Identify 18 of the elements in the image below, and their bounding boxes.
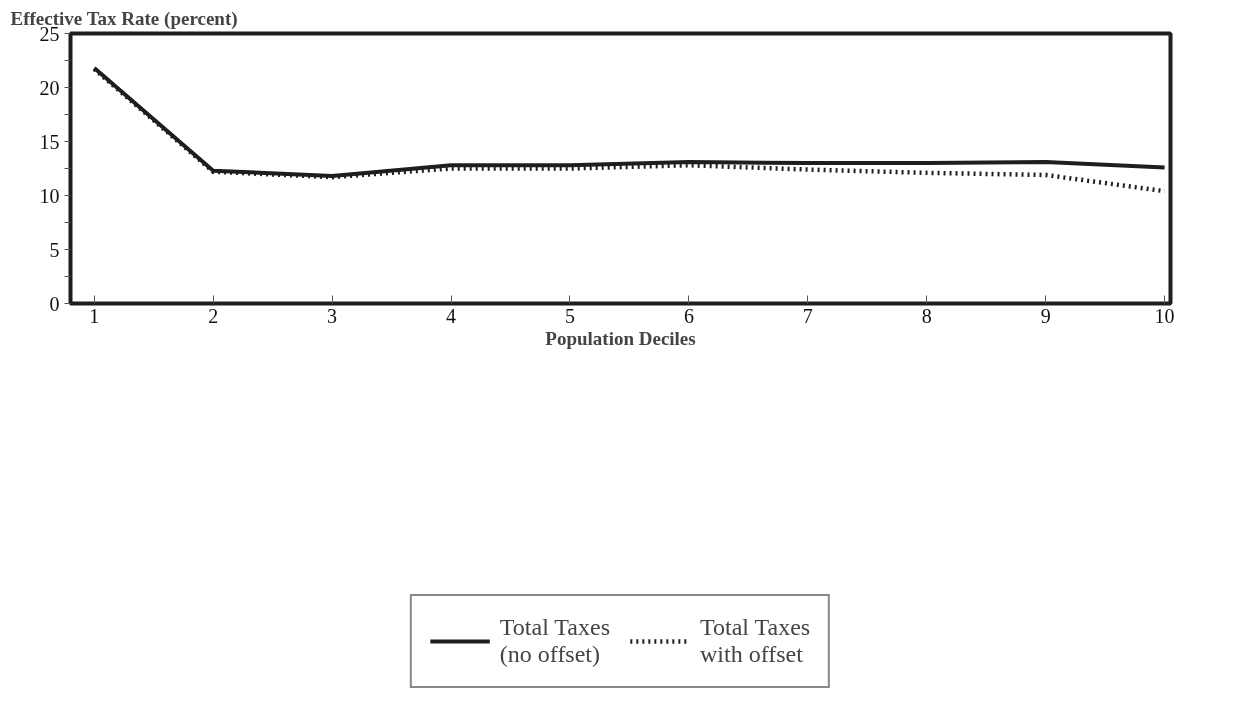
x-tick-label: 5 — [564, 304, 575, 327]
y-tick-label: 10 — [39, 184, 60, 207]
y-tick-label: 5 — [49, 238, 60, 261]
x-tick-label: 10 — [1154, 304, 1175, 327]
legend-label: Total Taxes with offset — [700, 614, 811, 668]
y-tick-label: 0 — [49, 292, 60, 315]
x-tick-label: 2 — [208, 304, 219, 327]
x-tick-label: 1 — [89, 304, 100, 327]
x-tick-label: 9 — [1040, 304, 1051, 327]
y-tick-label: 20 — [39, 76, 60, 99]
x-tick-label: 4 — [446, 304, 457, 327]
x-tick-label: 8 — [921, 304, 932, 327]
x-tick-label: 7 — [802, 304, 813, 327]
legend-label: Total Taxes (no offset) — [499, 614, 610, 668]
x-tick-label: 6 — [683, 304, 694, 327]
x-axis-title: Population Deciles — [545, 327, 696, 349]
x-tick-label: 3 — [327, 304, 338, 327]
y-tick-label: 15 — [39, 130, 60, 153]
